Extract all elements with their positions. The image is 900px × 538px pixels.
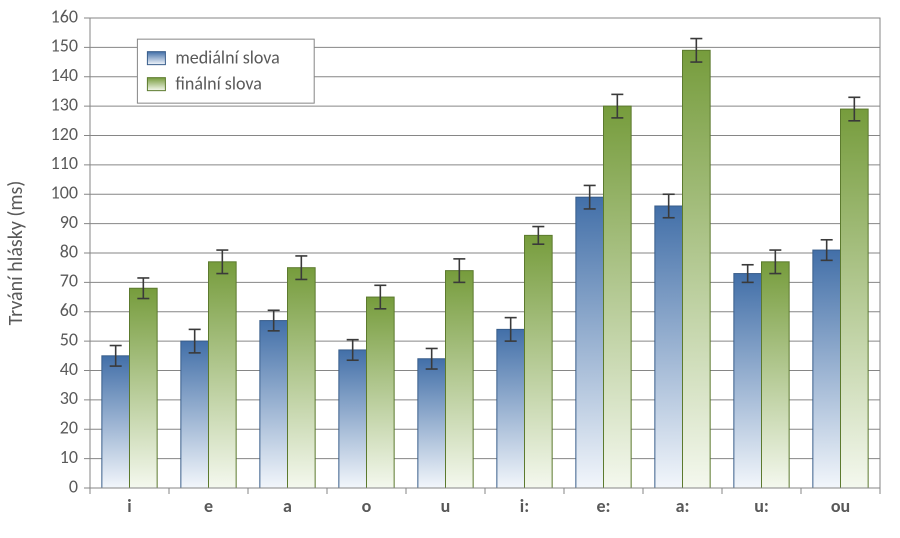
y-axis-title: Trvání hlásky (ms) <box>4 181 28 326</box>
x-tick-label: e: <box>596 495 610 517</box>
y-tick-label: 30 <box>60 387 78 409</box>
bar <box>181 341 209 488</box>
y-tick-label: 90 <box>60 211 78 233</box>
y-tick-label: 70 <box>60 270 78 292</box>
y-tick-label: 0 <box>69 475 78 497</box>
y-tick-label: 60 <box>60 299 78 321</box>
bar <box>130 288 158 488</box>
bar <box>339 350 367 488</box>
y-tick-label: 150 <box>51 35 78 57</box>
legend-swatch <box>147 52 165 65</box>
bar <box>209 262 237 488</box>
legend-label: mediální slova <box>175 46 279 68</box>
bar <box>762 262 790 488</box>
bar <box>260 321 288 488</box>
legend-label: finální slova <box>175 72 261 94</box>
y-tick-label: 80 <box>60 240 78 262</box>
bar <box>734 274 762 488</box>
x-tick-label: i: <box>520 495 529 517</box>
y-tick-label: 120 <box>51 123 78 145</box>
x-tick-label: u: <box>754 495 769 517</box>
bar <box>446 271 474 488</box>
y-tick-label: 100 <box>51 182 78 204</box>
x-tick-label: ou <box>831 495 850 517</box>
x-tick-label: e <box>204 495 213 517</box>
legend-swatch <box>147 78 165 91</box>
bar <box>841 109 869 488</box>
y-tick-label: 50 <box>60 328 78 350</box>
y-tick-label: 160 <box>51 5 78 27</box>
bar <box>102 356 130 488</box>
y-tick-label: 130 <box>51 93 78 115</box>
x-tick-label: u <box>441 495 451 517</box>
bar <box>683 50 711 488</box>
chart-container: 0 10 20 30 40 50 60 70 80 90 100 110 120 130 140 150 160… <box>0 0 900 538</box>
bar <box>497 329 525 488</box>
bar <box>655 206 683 488</box>
y-tick-label: 140 <box>51 64 78 86</box>
y-tick-label: 110 <box>51 152 78 174</box>
bar <box>576 197 604 488</box>
x-tick-label: a <box>283 495 292 517</box>
bar <box>525 235 553 488</box>
x-tick-label: i <box>127 495 131 517</box>
bar <box>604 106 632 488</box>
x-tick-label: o <box>362 495 372 517</box>
bar <box>288 268 316 488</box>
y-tick-label: 40 <box>60 358 78 380</box>
x-tick-label: a: <box>676 495 690 517</box>
bar <box>418 359 446 488</box>
y-tick-label: 10 <box>60 446 78 468</box>
bar <box>813 250 841 488</box>
bar-chart: 0 10 20 30 40 50 60 70 80 90 100 110 120 130 140 150 160… <box>0 0 900 538</box>
y-tick-label: 20 <box>60 417 78 439</box>
bar <box>367 297 395 488</box>
